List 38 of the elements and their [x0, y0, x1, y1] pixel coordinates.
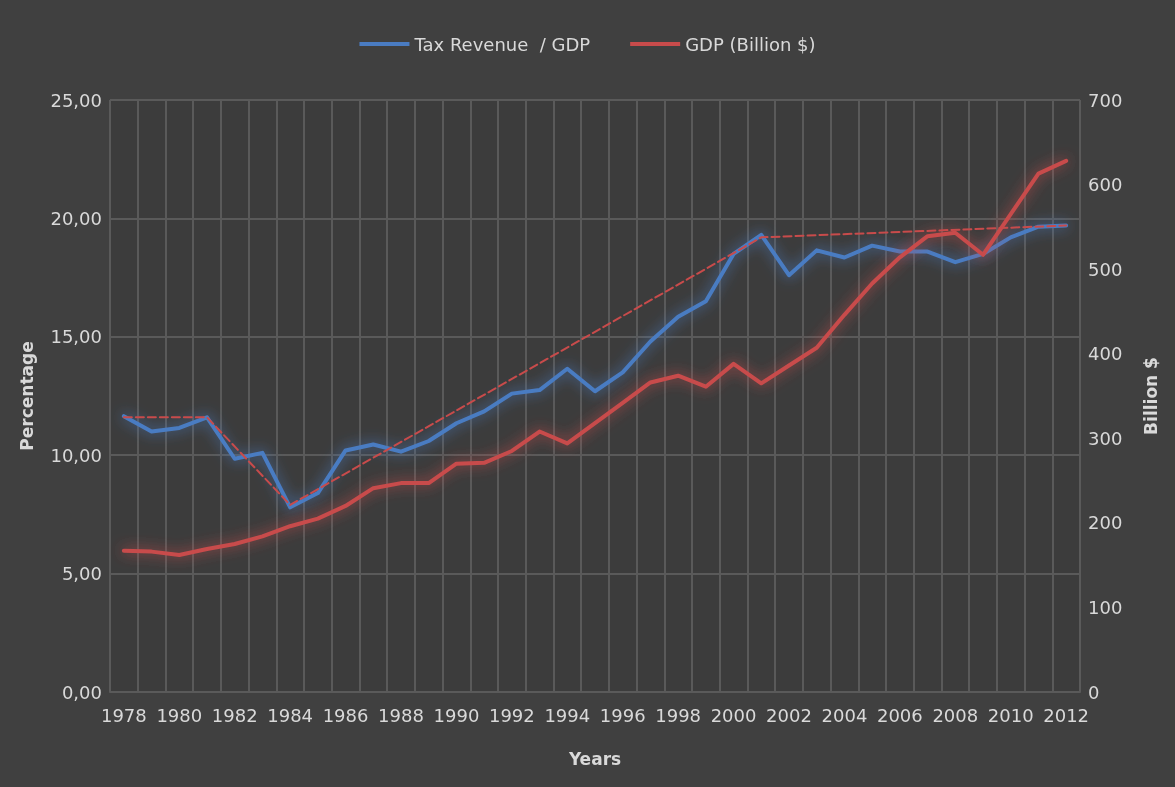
- legend-label: Tax Revenue / GDP: [413, 33, 591, 55]
- x-tick-label: 2004: [821, 704, 868, 726]
- y2-tick-label: 300: [1088, 427, 1123, 449]
- x-tick-label: 2010: [987, 704, 1034, 726]
- x-tick-label: 1998: [655, 704, 702, 726]
- x-tick-label: 1984: [267, 704, 314, 726]
- y-tick-label: 10,00: [50, 444, 102, 466]
- y-tick-label: 25,00: [50, 89, 102, 111]
- x-tick-label: 2002: [766, 704, 812, 726]
- x-tick-label: 1990: [433, 704, 480, 726]
- x-tick-label: 1996: [599, 704, 646, 726]
- y-axis-title: Percentage: [16, 341, 37, 451]
- y2-tick-label: 200: [1088, 512, 1123, 534]
- y2-axis-title: Billion $: [1140, 357, 1161, 435]
- y-tick-label: 20,00: [50, 207, 102, 229]
- y2-tick-label: 600: [1088, 174, 1123, 196]
- y2-tick-label: 500: [1088, 258, 1123, 280]
- y-tick-label: 0,00: [61, 681, 102, 703]
- y2-tick-label: 700: [1088, 89, 1123, 111]
- y2-tick-label: 400: [1088, 343, 1123, 365]
- x-tick-label: 1992: [488, 704, 535, 726]
- y2-tick-label: 100: [1088, 596, 1123, 618]
- x-tick-label: 1986: [322, 704, 369, 726]
- legend-label: GDP (Billion $): [685, 33, 816, 55]
- x-tick-label: 1994: [544, 704, 591, 726]
- x-tick-label: 1982: [211, 704, 258, 726]
- y2-tick-label: 0: [1088, 681, 1100, 703]
- x-tick-label: 2012: [1043, 704, 1090, 726]
- x-tick-label: 2000: [710, 704, 757, 726]
- x-tick-label: 2008: [932, 704, 979, 726]
- x-tick-label: 1978: [100, 704, 147, 726]
- y-tick-label: 15,00: [50, 326, 102, 348]
- x-tick-label: 1980: [156, 704, 203, 726]
- x-tick-label: 2006: [876, 704, 923, 726]
- y-tick-label: 5,00: [61, 563, 102, 585]
- x-axis-title: Years: [567, 748, 622, 769]
- x-tick-label: 1988: [378, 704, 424, 726]
- line-series: [121, 158, 1069, 557]
